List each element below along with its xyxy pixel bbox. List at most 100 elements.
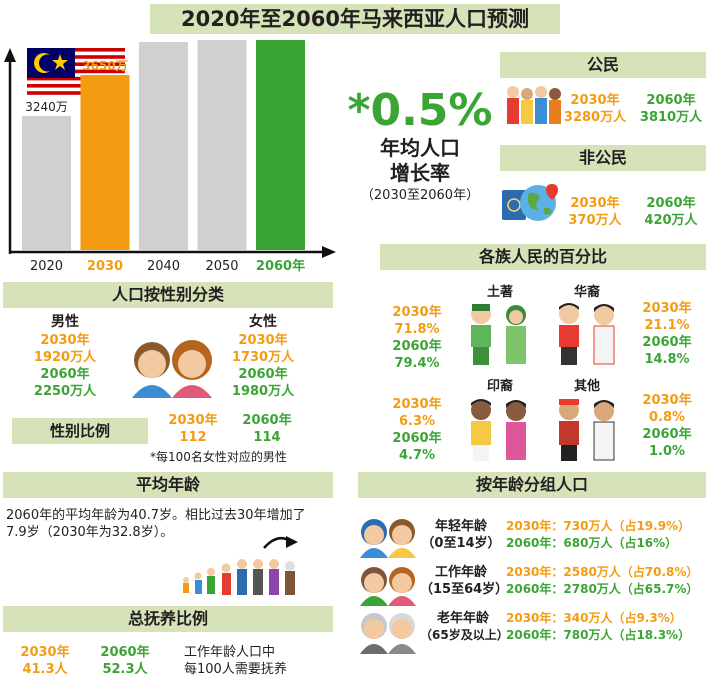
ethnic-indian-stats: 2030年 6.3% 2060年 4.7% — [382, 396, 452, 464]
malaysia-flag-icon — [27, 48, 125, 98]
female-stats: 女性 2030年 1730万人 2060年 1980万人 — [218, 312, 308, 400]
x-tick-label: 2040 — [147, 259, 180, 274]
ethnic-indian-name: 印裔 — [486, 379, 513, 394]
chinese-2030-pct: 21.1% — [644, 318, 690, 333]
growth-period: （2030至2060年） — [360, 188, 480, 203]
indian-2060-year: 2060年 — [392, 431, 442, 446]
noncitizen-2060-year: 2060年 — [646, 196, 696, 211]
working-values: 2030年：2580万人（占70.8%） 2060年：2780万人（占65.7%… — [506, 564, 710, 598]
noncitizen-2030: 2030年 370万人 — [560, 195, 630, 229]
citizen-2030-value: 3280万人 — [563, 110, 627, 125]
chinese-people-icon — [559, 303, 615, 365]
noncitizen-2030-year: 2030年 — [570, 196, 620, 211]
x-tick-label: 2050 — [205, 259, 238, 274]
sex-ratio-2030-value: 112 — [179, 430, 207, 445]
page-title: 2020年至2060年马来西亚人口预测 — [150, 4, 560, 34]
citizen-2030-year: 2030年 — [570, 93, 620, 108]
male-2030-value: 1920万人 — [33, 350, 97, 365]
chinese-2060-pct: 14.8% — [644, 352, 690, 367]
growth-label-1: 年均人口 — [380, 136, 460, 160]
elderly-2030: 2030年：340万人（占9.3%） — [506, 611, 682, 625]
dependency-note-2: 每100人需要抚养 — [184, 662, 287, 677]
indian-2060-pct: 4.7% — [398, 448, 436, 463]
sex-ratio-2030-year: 2030年 — [168, 413, 218, 428]
noncitizen-2060: 2060年 420万人 — [636, 195, 706, 229]
growth-rate: *0.5% 年均人口 增长率 （2030至2060年） — [345, 85, 495, 206]
young-label: 年轻年龄 （0至14岁） — [420, 518, 502, 552]
chinese-2060-year: 2060年 — [642, 335, 692, 350]
female-2060-year: 2060年 — [238, 367, 288, 382]
globe-passport-icon — [502, 184, 558, 221]
male-stats: 男性 2030年 1920万人 2060年 2250万人 — [20, 312, 110, 400]
ageing-people-icon — [183, 536, 298, 595]
others-2060-year: 2060年 — [642, 427, 692, 442]
bar-value-label: 3650万 — [82, 59, 127, 73]
bumi-2060-year: 2060年 — [392, 339, 442, 354]
male-label: 男性 — [51, 314, 79, 330]
male-2060-value: 2250万人 — [33, 384, 97, 399]
chinese-2030-year: 2030年 — [642, 301, 692, 316]
sex-ratio-note: *每100名女性对应的男性 — [150, 450, 287, 464]
noncitizen-2060-value: 420万人 — [644, 213, 698, 228]
median-age-text: 2060年的平均年龄为40.7岁。相比过去30年增加了7.9岁（2030年为32… — [6, 508, 306, 540]
female-2060-value: 1980万人 — [231, 384, 295, 399]
young-2030: 2030年：730万人（占19.9%） — [506, 519, 691, 533]
bar-2050 — [197, 40, 247, 250]
dependency-2030-value: 41.3人 — [22, 662, 68, 677]
elderly-values: 2030年：340万人（占9.3%） 2060年：780万人（占18.3%） — [506, 610, 710, 644]
bar-2060 — [256, 40, 305, 250]
sex-ratio-2060-year: 2060年 — [242, 413, 292, 428]
young-name: 年轻年龄 — [434, 519, 487, 534]
others-2030-pct: 0.8% — [648, 410, 686, 425]
sex-ratio-2030: 2030年 112 — [158, 412, 228, 446]
bar-2030 — [80, 75, 130, 250]
others-2030-year: 2030年 — [642, 393, 692, 408]
dependency-2060-year: 2060年 — [100, 645, 150, 660]
growth-label-2: 增长率 — [390, 161, 450, 185]
bar-2040 — [139, 42, 188, 250]
elderly-name: 老年年龄 — [436, 611, 489, 626]
sex-ratio-2060-value: 114 — [253, 430, 281, 445]
working-name: 工作年龄 — [434, 565, 487, 580]
others-2060-pct: 1.0% — [648, 444, 686, 459]
working-2030: 2030年：2580万人（占70.8%） — [506, 565, 699, 579]
citizen-header: 公民 — [500, 52, 706, 78]
working-age-icon — [360, 567, 416, 606]
dependency-2060: 2060年 52.3人 — [90, 644, 160, 678]
ethnic-chinese-stats: 2030年 21.1% 2060年 14.8% — [632, 300, 702, 368]
ethnic-bumiputera-stats: 2030年 71.8% 2060年 79.4% — [382, 304, 452, 372]
indian-2030-year: 2030年 — [392, 397, 442, 412]
ethnic-others-name: 其他 — [573, 379, 600, 394]
gender-header: 人口按性别分类 — [3, 282, 333, 308]
indian-people-icon — [471, 399, 526, 461]
sex-ratio-header: 性别比例 — [12, 418, 148, 444]
dependency-2060-value: 52.3人 — [102, 662, 148, 677]
x-tick-label: 2060年 — [256, 258, 305, 274]
growth-rate-value: *0.5% — [347, 85, 493, 136]
young-age-icon — [360, 519, 416, 558]
male-2030-year: 2030年 — [40, 333, 90, 348]
young-2060: 2060年：680万人（占16%） — [506, 536, 678, 550]
working-2060: 2060年：2780万人（占65.7%） — [506, 582, 699, 596]
ethnic-bumiputera-name: 土著 — [486, 285, 513, 300]
elderly-age-icon — [360, 613, 416, 654]
others-people-icon — [559, 399, 615, 461]
dependency-header: 总抚养比例 — [3, 606, 333, 632]
bumi-2030-year: 2030年 — [392, 305, 442, 320]
bars-group: 3240万20203650万20303980万20404180万20504240… — [22, 40, 305, 274]
female-label: 女性 — [249, 314, 277, 330]
young-values: 2030年：730万人（占19.9%） 2060年：680万人（占16%） — [506, 518, 710, 552]
elderly-2060: 2060年：780万人（占18.3%） — [506, 628, 691, 642]
working-range: （15至64岁） — [420, 582, 509, 597]
chart-svg: 3240万20203650万20303980万20404180万20504240… — [4, 40, 336, 274]
citizen-2060: 2060年 3810万人 — [636, 92, 706, 126]
female-2030-year: 2030年 — [238, 333, 288, 348]
citizen-2060-value: 3810万人 — [639, 110, 703, 125]
x-axis-arrow — [322, 246, 336, 258]
ethnic-header: 各族人民的百分比 — [380, 244, 706, 270]
median-age-header: 平均年龄 — [3, 472, 333, 498]
female-2030-value: 1730万人 — [231, 350, 295, 365]
sex-ratio-2060: 2060年 114 — [232, 412, 302, 446]
male-female-avatars-icon — [132, 340, 212, 398]
x-tick-label: 2030 — [87, 259, 123, 274]
